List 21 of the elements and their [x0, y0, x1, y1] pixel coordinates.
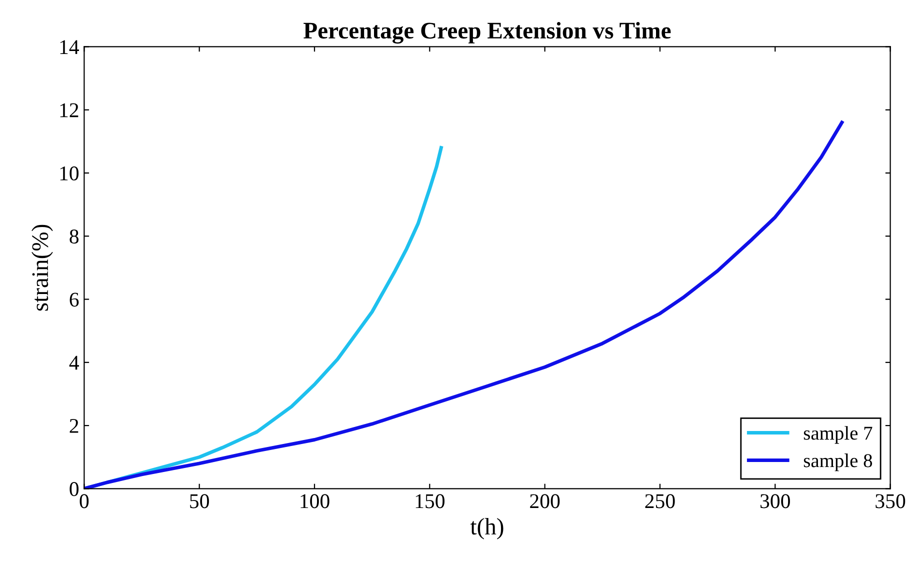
x-tick-label: 50	[190, 494, 209, 508]
x-tick-label: 100	[300, 494, 330, 508]
x-tick-label: 0	[80, 494, 89, 508]
y-tick-label: 4	[69, 356, 79, 370]
x-tick-label: 300	[760, 494, 790, 508]
legend-label: sample 8	[804, 454, 872, 472]
y-tick-label: 8	[70, 230, 79, 244]
legend-label: sample 7	[804, 426, 872, 444]
x-tick-label: 200	[530, 494, 560, 508]
y-tick-label: 6	[70, 292, 79, 307]
y-tick-label: 10	[60, 166, 79, 180]
y-tick-label: 12	[60, 103, 78, 118]
y-tick-label: 0	[70, 482, 79, 496]
y-tick-label: 14	[60, 40, 79, 54]
y-axis-title: strain(%)	[32, 224, 53, 311]
chart-title: Percentage Creep Extension vs Time	[304, 22, 671, 44]
x-tick-label: 150	[416, 494, 444, 508]
x-tick-label: 250	[645, 494, 675, 508]
x-tick-label: 350	[876, 494, 906, 508]
x-axis-title: t(h)	[470, 518, 504, 540]
y-tick-label: 2	[70, 418, 78, 433]
